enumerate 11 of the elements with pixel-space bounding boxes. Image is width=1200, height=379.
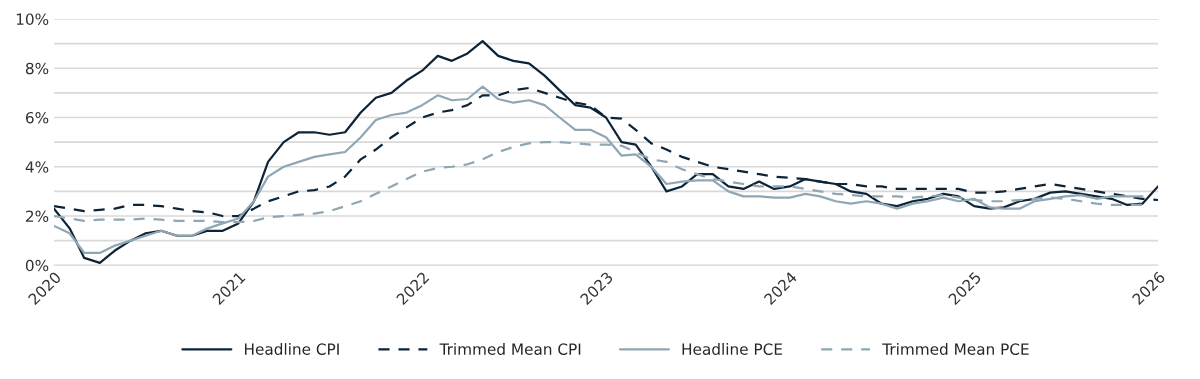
line-series [54, 85, 1144, 255]
y-tick-label: 10% [16, 13, 49, 25]
legend-label: Headline CPI [244, 343, 339, 355]
y-tick-label: 4% [25, 161, 49, 173]
legend-label: Trimmed Mean CPI [439, 343, 581, 355]
legend-label: Headline PCE [682, 343, 782, 355]
y-tick-label: 2% [26, 210, 49, 223]
legend-label: Trimmed Mean PCE [882, 343, 1029, 355]
y-tick-label: 0% [25, 259, 49, 272]
y-tick-label: 6% [25, 111, 49, 124]
y-tick-label: 8% [25, 62, 49, 75]
